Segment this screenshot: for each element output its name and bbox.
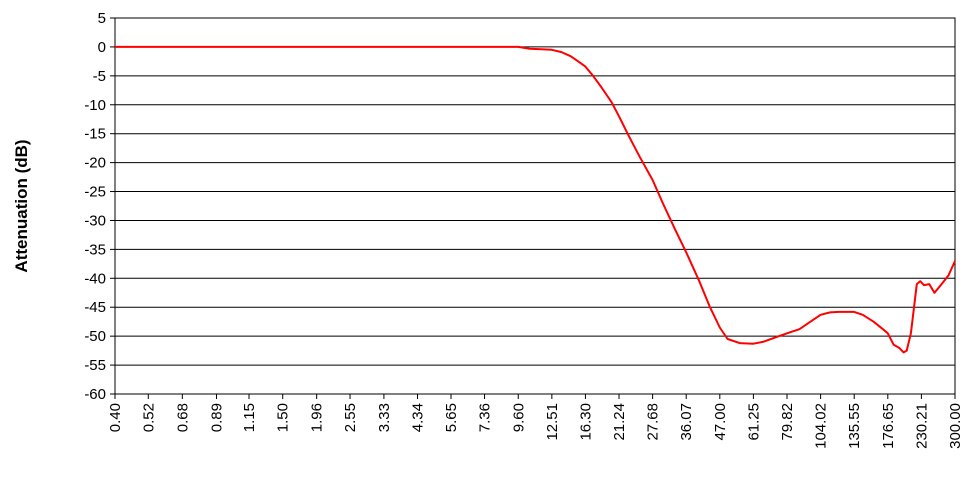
- x-tick-label: 1.50: [275, 403, 292, 432]
- x-tick-label: 4.34: [410, 403, 427, 432]
- x-tick-label: 3.33: [376, 403, 393, 432]
- y-axis-ticks: 5 0 -5 -10 -15 -20 -25 -30 -35 -40 -45 -50 -55 -60: [84, 10, 115, 403]
- x-tick-label: 1.96: [309, 403, 326, 432]
- x-tick-label: 36.07: [678, 403, 695, 441]
- x-tick-label: 9.60: [510, 403, 527, 432]
- x-tick-label: 0.40: [107, 403, 124, 432]
- x-tick-label: 16.30: [577, 403, 594, 441]
- grid-lines: [115, 17, 955, 395]
- y-tick-label: 0: [98, 39, 106, 56]
- x-tick-label: 12.51: [544, 403, 561, 441]
- y-axis-label: Attenuation (dB): [12, 139, 31, 272]
- y-tick-label: -55: [84, 357, 106, 374]
- y-tick-label: -10: [84, 97, 106, 114]
- x-tick-label: 47.00: [712, 403, 729, 441]
- x-tick-label: 61.25: [745, 403, 762, 441]
- x-tick-label: 230.21: [913, 403, 930, 449]
- series-line-0: [115, 45, 956, 354]
- y-tick-label: 5: [98, 10, 106, 27]
- x-tick-label: 104.02: [813, 403, 830, 449]
- x-tick-label: 7.36: [477, 403, 494, 432]
- x-tick-label: 1.15: [241, 403, 258, 432]
- x-tick-label: 176.65: [880, 403, 897, 449]
- y-tick-label: -25: [84, 184, 106, 201]
- x-tick-label: 300.00: [947, 403, 963, 449]
- x-tick-label: 79.82: [779, 403, 796, 441]
- x-tick-label: 21.24: [611, 403, 628, 441]
- y-tick-label: -20: [84, 155, 106, 172]
- y-tick-label: -50: [84, 328, 106, 345]
- x-tick-label: 0.68: [174, 403, 191, 432]
- series-group: [115, 45, 956, 354]
- x-tick-label: 135.55: [846, 403, 863, 449]
- y-tick-label: -5: [93, 68, 106, 85]
- y-tick-label: -15: [84, 126, 106, 143]
- x-tick-label: 2.55: [342, 403, 359, 432]
- plot-area-border: [114, 17, 956, 395]
- x-axis-ticks: 0.40 0.52 0.68 0.89 1.15 1.50 1.96 2.55 3.33 4.34…: [107, 394, 963, 449]
- x-tick-label: 5.65: [443, 403, 460, 432]
- x-tick-label: 27.68: [645, 403, 662, 441]
- x-tick-label: 0.52: [140, 403, 157, 432]
- y-tick-label: -60: [84, 386, 106, 403]
- y-tick-label: -35: [84, 241, 106, 258]
- y-tick-label: -40: [84, 270, 106, 287]
- x-tick-label: 0.89: [208, 403, 225, 432]
- y-tick-label: -30: [84, 212, 106, 229]
- y-tick-label: -45: [84, 299, 106, 316]
